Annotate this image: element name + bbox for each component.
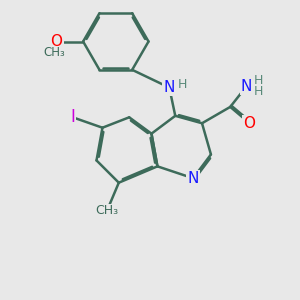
Text: O: O [50,34,62,49]
Text: N: N [241,79,252,94]
Text: N: N [164,80,175,95]
Text: CH₃: CH₃ [95,204,119,218]
Text: H: H [254,85,263,98]
Text: O: O [244,116,256,131]
Text: H: H [254,74,263,87]
Text: I: I [70,108,75,126]
Text: H: H [177,77,187,91]
Text: CH₃: CH₃ [43,46,65,59]
Text: N: N [188,171,199,186]
